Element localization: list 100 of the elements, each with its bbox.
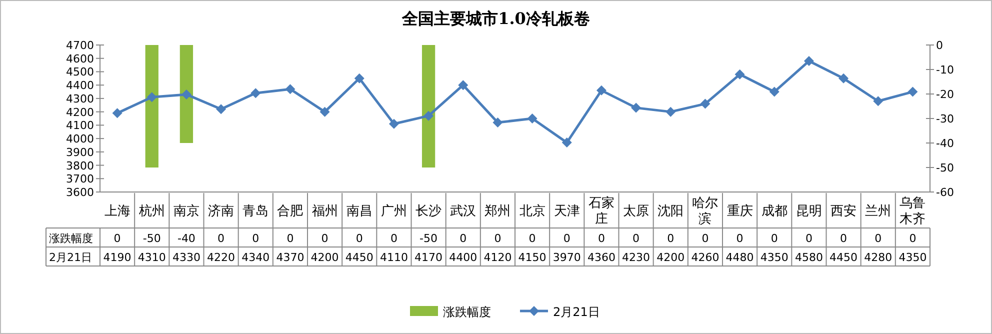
data-label: 4200	[656, 251, 685, 264]
legend-label: 涨跌幅度	[443, 305, 491, 319]
y-tick-label: 4600	[66, 52, 94, 66]
data-label: 0	[460, 232, 467, 245]
y2-tick-label: -10	[936, 64, 954, 76]
data-label: 0	[632, 232, 640, 245]
point	[285, 84, 296, 94]
x-tick-label: 合肥	[277, 204, 304, 219]
x-tick-label: 杭州	[138, 204, 165, 219]
data-label: 4150	[518, 251, 546, 264]
data-label: 4190	[103, 251, 132, 264]
y2-tick-label: -50	[936, 162, 954, 174]
point	[666, 106, 676, 117]
point	[873, 96, 884, 106]
x-tick-label: 哈尔滨	[692, 196, 718, 227]
data-label: 4450	[830, 251, 858, 264]
point	[250, 88, 261, 98]
data-label: -50	[142, 232, 161, 245]
point	[492, 118, 503, 128]
data-label: 4230	[622, 251, 650, 264]
x-tick-label: 乌鲁木齐	[900, 196, 926, 227]
data-label: 0	[356, 232, 363, 245]
point	[734, 69, 745, 80]
point	[769, 86, 780, 97]
data-label: 0	[563, 232, 570, 245]
point	[146, 92, 157, 102]
data-label: 0	[286, 232, 294, 245]
data-label: 0	[218, 232, 225, 245]
data-label: 4340	[242, 251, 270, 264]
data-label: 0	[770, 232, 778, 245]
y-tick-label: 4500	[66, 66, 94, 79]
data-label: 4220	[207, 251, 236, 264]
x-tick-label: 兰州	[865, 204, 892, 219]
data-label: 0	[909, 232, 916, 245]
x-tick-label: 青岛	[242, 204, 269, 219]
data-label: 0	[702, 232, 709, 245]
x-tick-label: 天津	[554, 204, 580, 219]
y-tick-label: 4400	[66, 79, 94, 92]
point	[181, 89, 192, 100]
point	[320, 106, 330, 117]
data-label: 0	[840, 232, 848, 245]
data-label: 4110	[380, 251, 408, 264]
text: 2月21日	[49, 251, 92, 264]
x-tick-label: 北京	[519, 204, 546, 219]
data-label: 0	[805, 232, 812, 245]
data-label: 0	[874, 232, 882, 245]
data-label: 4170	[414, 251, 443, 264]
x-tick-label: 济南	[208, 204, 234, 219]
point	[596, 85, 606, 96]
data-label: -50	[420, 232, 438, 245]
data-label: 0	[736, 232, 744, 245]
y-tick-label: 3600	[66, 186, 94, 199]
chart-title: 全国主要城市1.0冷轧板卷	[401, 9, 590, 28]
x-tick-label: 沈阳	[658, 204, 684, 219]
x-tick-label: 南昌	[346, 204, 372, 219]
x-tick-label: 武汉	[450, 204, 476, 219]
point	[388, 118, 399, 129]
data-label: 0	[494, 232, 502, 245]
y-tick-label: 4100	[66, 119, 94, 132]
data-label: 0	[114, 232, 121, 245]
point	[631, 102, 642, 113]
data-label: 4260	[691, 251, 720, 264]
point	[424, 110, 434, 121]
data-label: 0	[321, 232, 328, 245]
data-label: 4360	[587, 251, 616, 264]
data-label: 4310	[138, 251, 166, 264]
data-label: 4400	[449, 251, 478, 264]
point	[216, 104, 226, 114]
x-tick-label: 郑州	[484, 204, 511, 219]
y2-tick-label: -30	[936, 112, 954, 126]
data-label: -40	[177, 232, 196, 245]
data-label: 4330	[172, 251, 200, 264]
point	[112, 108, 122, 118]
data-label: 0	[252, 232, 260, 245]
x-tick-label: 福州	[312, 204, 338, 219]
text: 涨跌幅度	[49, 232, 93, 245]
x-tick-label: 南京	[173, 204, 200, 219]
x-tick-label: 昆明	[796, 204, 822, 219]
point	[562, 138, 572, 148]
y-tick-label: 4300	[66, 92, 94, 106]
x-tick-label: 广州	[380, 204, 407, 219]
x-tick-label: 成都	[761, 204, 788, 219]
data-label: 0	[667, 232, 674, 245]
data-label: 4580	[794, 251, 823, 264]
point	[458, 80, 468, 90]
data-label: 0	[528, 232, 536, 245]
x-tick-label: 长沙	[416, 204, 442, 219]
y-tick-label: 3700	[66, 172, 94, 186]
x-tick-label: 太原	[623, 204, 650, 219]
y-tick-label: 4000	[66, 132, 94, 146]
point	[700, 98, 710, 109]
y2-tick-label: -40	[936, 137, 954, 150]
y2-tick-label: -60	[936, 186, 954, 199]
x-tick-label: 西安	[830, 203, 857, 219]
y2-tick-label: 0	[936, 39, 943, 52]
point	[527, 114, 538, 124]
y-tick-label: 3800	[66, 159, 94, 172]
data-label: 4120	[484, 251, 512, 264]
data-label: 4450	[345, 251, 374, 264]
y2-tick-label: -20	[936, 88, 954, 101]
